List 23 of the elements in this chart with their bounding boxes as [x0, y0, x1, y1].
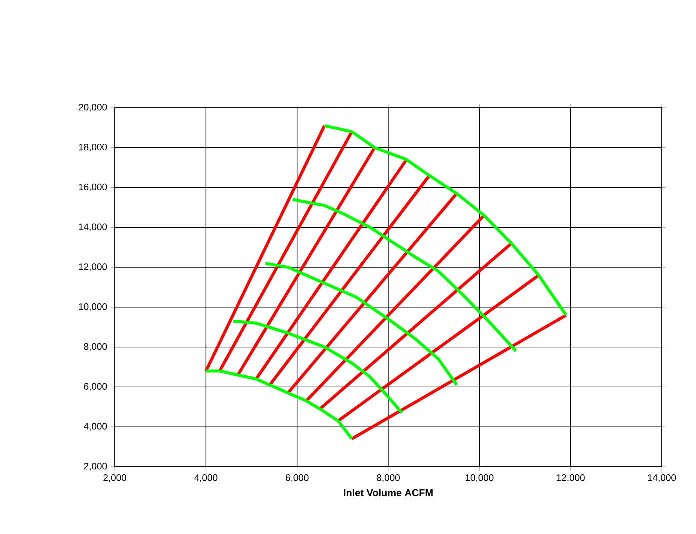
line-series [291, 198, 518, 353]
y-tick-label: 20,000 [79, 104, 108, 112]
y-tick-label: 18,000 [79, 144, 108, 152]
x-tick-label: 4,000 [194, 474, 218, 482]
y-tick-label: 4,000 [84, 423, 108, 432]
y-tick-label: 16,000 [79, 184, 108, 192]
line-series [232, 320, 404, 415]
x-tick-label: 14,000 [648, 474, 676, 482]
y-tick-label: 12,000 [79, 264, 108, 272]
x-tick-label: 10,000 [466, 474, 494, 482]
x-tick-label: 12,000 [557, 474, 585, 482]
x-tick-label: 8,000 [377, 474, 400, 482]
y-tick-label: 8,000 [84, 343, 108, 352]
line-series [204, 370, 354, 441]
y-tick-label: 10,000 [79, 304, 108, 312]
line-series [264, 262, 458, 387]
y-tick-label: 2,000 [84, 463, 108, 471]
x-tick-label: 6,000 [286, 474, 309, 482]
x-axis-title: Inlet Volume ACFM [344, 489, 433, 496]
y-tick-label: 6,000 [84, 383, 108, 392]
x-tick-label: 2,000 [104, 474, 126, 482]
line-series [323, 124, 568, 317]
y-tick-label: 14,000 [79, 224, 108, 232]
